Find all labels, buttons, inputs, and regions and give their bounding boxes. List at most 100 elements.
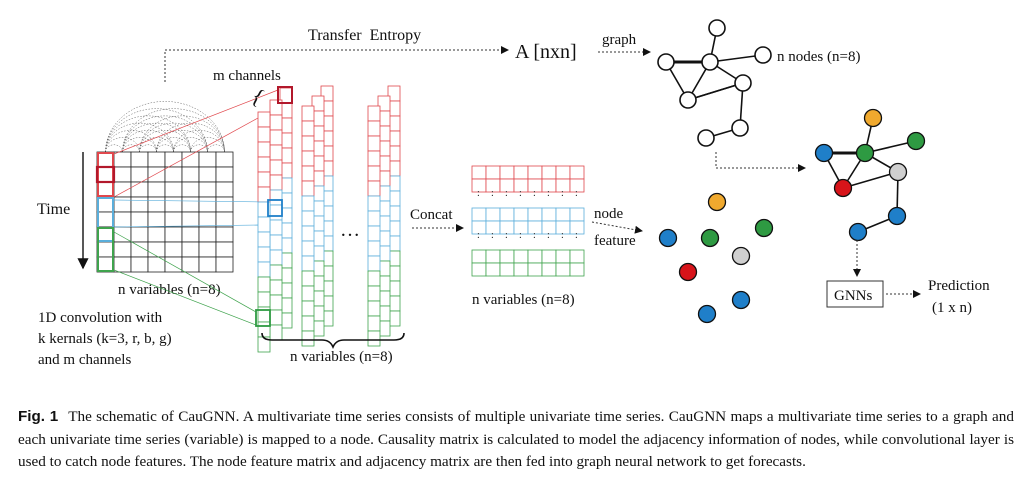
causality-arc — [190, 137, 225, 153]
combined-node — [833, 178, 853, 198]
channel-cell — [269, 204, 283, 221]
feature-cell — [485, 165, 501, 180]
caption-label: Fig. 1 — [18, 408, 59, 425]
channels-ellipsis: … — [340, 219, 360, 241]
channel-cell — [301, 180, 315, 197]
projection-line — [113, 269, 257, 326]
input-cell — [130, 151, 149, 168]
channel-cell — [257, 216, 271, 233]
n-nodes-label: n nodes (n=8) — [777, 49, 860, 65]
channel-cell — [269, 294, 283, 311]
prediction-shape-label: (1 x n) — [932, 300, 972, 316]
input-cell — [164, 241, 183, 258]
channel-cell — [269, 264, 283, 281]
feature-cell — [485, 207, 501, 222]
causality-arc — [207, 144, 225, 153]
feature-dots: : — [519, 230, 522, 241]
graph-node — [754, 46, 772, 64]
feature-cell — [569, 220, 585, 235]
feature-cell — [541, 262, 557, 277]
channel-cell — [269, 219, 283, 236]
feature-dots: : — [505, 230, 508, 241]
combined-node — [888, 162, 908, 182]
feature-node — [731, 290, 751, 310]
graph-node — [734, 74, 752, 92]
input-cell — [181, 196, 200, 213]
channels-bottom-brace — [261, 332, 405, 350]
channel-cell — [367, 120, 381, 137]
feature-cell — [541, 207, 557, 222]
kernel-window — [97, 197, 114, 242]
channel-cell — [301, 300, 315, 317]
feature-cell — [555, 249, 571, 264]
input-cell — [164, 196, 183, 213]
feature-cell — [527, 249, 543, 264]
channel-cell — [301, 270, 315, 287]
input-cell — [147, 226, 166, 243]
input-cell — [181, 256, 200, 273]
channel-cell — [301, 225, 315, 242]
input-cell — [215, 166, 234, 183]
feature-cell — [569, 207, 585, 222]
combined-node — [863, 108, 883, 128]
channel-cell — [367, 165, 381, 182]
input-cell — [113, 151, 132, 168]
input-cell — [215, 151, 234, 168]
projection-line — [113, 117, 259, 198]
causality-arc — [122, 137, 157, 153]
projection-line — [113, 224, 259, 228]
feature-cell — [499, 249, 515, 264]
input-cell — [113, 256, 132, 273]
channel-cell — [301, 255, 315, 272]
input-cell — [181, 151, 200, 168]
channel-cell — [301, 120, 315, 137]
channel-cell — [257, 276, 271, 293]
input-cell — [96, 151, 115, 168]
feature-nodes — [658, 192, 774, 324]
channel-cell — [301, 165, 315, 182]
input-cell — [96, 256, 115, 273]
graph-node — [731, 119, 749, 137]
input-cell — [96, 166, 115, 183]
channel-cell — [257, 261, 271, 278]
kernel-highlight — [95, 165, 116, 184]
causality-arc — [122, 130, 174, 153]
node-feature-arrow — [591, 221, 643, 234]
input-cell — [181, 241, 200, 258]
channel-cell — [257, 126, 271, 143]
feature-cell — [541, 165, 557, 180]
feature-dots: : — [547, 230, 550, 241]
kernel-window — [97, 227, 114, 272]
gnns-label: GNNs — [834, 288, 872, 304]
channel-cell — [301, 195, 315, 212]
feature-cell — [569, 178, 585, 193]
causality-arc — [105, 137, 140, 153]
combined-node — [855, 143, 875, 163]
input-cell — [96, 196, 115, 213]
causality-arc — [139, 137, 174, 153]
kernel-projection-lines — [113, 89, 279, 326]
channel-cell — [269, 249, 283, 266]
channel-cell — [269, 279, 283, 296]
input-cell — [198, 211, 217, 228]
input-cell — [130, 181, 149, 198]
feature-dots: : — [561, 188, 564, 199]
input-cell — [198, 196, 217, 213]
feature-cell — [527, 262, 543, 277]
channel-cell — [301, 210, 315, 227]
feature-cell — [527, 207, 543, 222]
channel-cell — [301, 150, 315, 167]
channel-cell — [257, 111, 271, 128]
feature-cell — [499, 165, 515, 180]
causality-arc — [139, 144, 157, 153]
channel-cell — [367, 195, 381, 212]
input-cell — [147, 241, 166, 258]
causality-arc — [156, 122, 225, 153]
graph-node — [708, 19, 726, 37]
prediction-label: Prediction — [928, 278, 990, 294]
time-label: Time — [37, 201, 70, 218]
channel-cell — [367, 135, 381, 152]
input-cell — [130, 211, 149, 228]
feature-dots: : — [575, 188, 578, 199]
causality-arc — [173, 130, 225, 153]
